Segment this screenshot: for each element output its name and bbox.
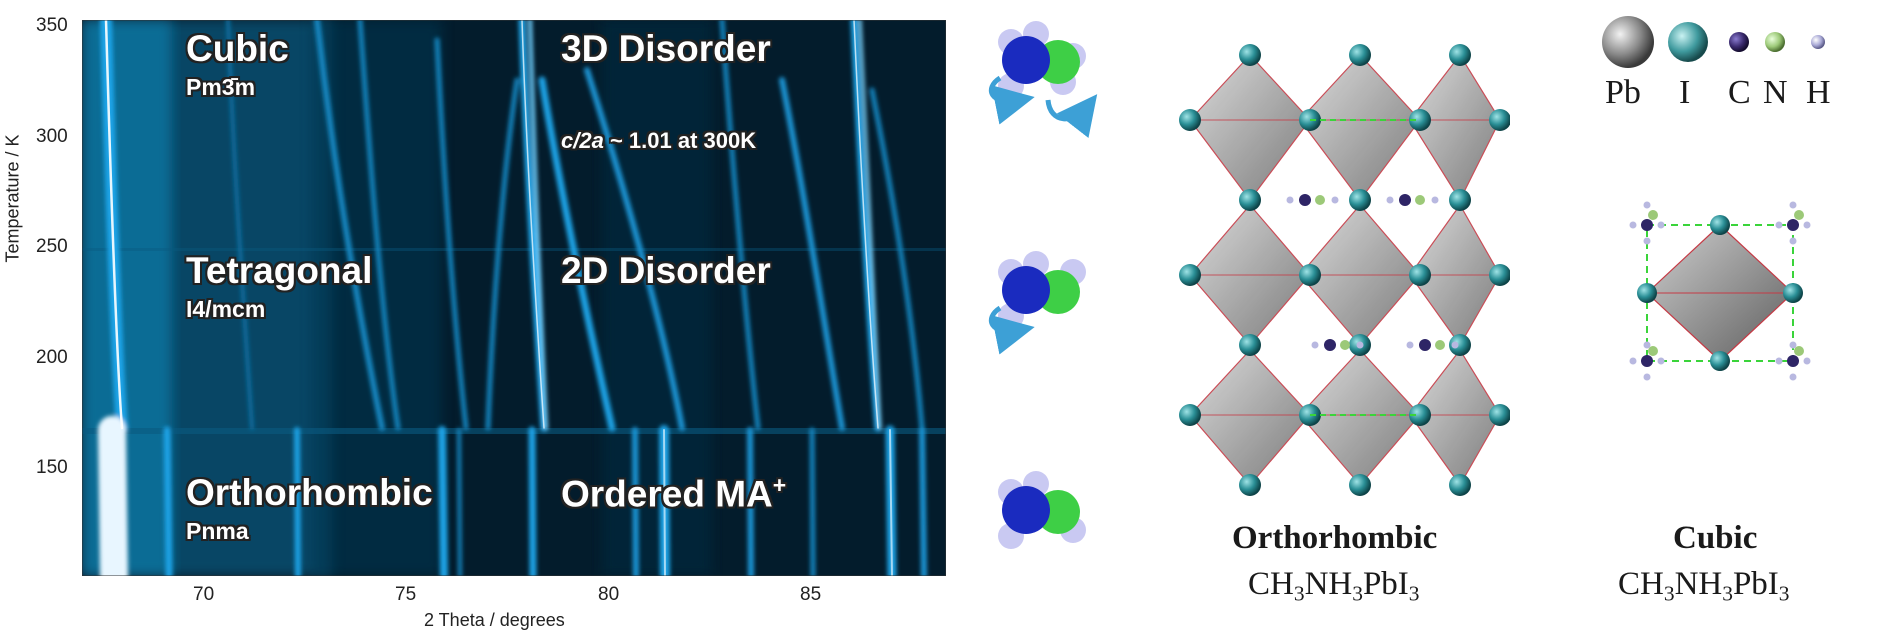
disorder-2d-label: 2D Disorder [561,250,771,291]
phase-tetragonal-label: Tetragonal [186,250,373,291]
y-tick-350: 350 [36,15,68,36]
diffraction-heatmap [82,20,946,576]
ratio-rest: ~ 1.01 at 300K [603,128,757,153]
legend-n-label: N [1763,74,1788,111]
disorder-3d-label: 3D Disorder [561,28,771,69]
orthorhombic-structure [1179,44,1510,496]
x-tick-70: 70 [193,584,215,605]
element-legend-spheres [1602,16,1825,68]
y-tick-250: 250 [36,236,68,257]
legend-pb-label: Pb [1605,74,1641,111]
cubic-structure [1629,201,1811,381]
ma-cation-2d-disorder [988,251,1086,355]
cubic-formula: CH3NH3PbI3 [1618,566,1790,606]
ma-cation-3d-disorder [988,21,1098,139]
legend-n-sphere [1765,32,1785,52]
y-tick-300: 300 [36,126,68,147]
x-tick-80: 80 [598,584,620,605]
orthorhombic-formula: CH3NH3PbI3 [1248,566,1420,606]
legend-i-label: I [1679,74,1691,111]
phase-orthorhombic-space-group: Pnma [186,518,249,544]
legend-h-label: H [1806,74,1831,111]
x-axis-title: 2 Theta / degrees [424,610,565,630]
legend-c-sphere [1729,32,1749,52]
ordered-ma-label: Ordered MA+ [561,472,786,515]
legend-c-label: C [1728,74,1751,111]
phase-tetragonal-space-group: I4/mcm [186,296,266,322]
phase-cubic-space-group: Pm3̄m [186,74,256,100]
x-tick-85: 85 [800,584,822,605]
legend-h-sphere [1811,35,1825,49]
ratio-note: c/2a ~ 1.01 at 300K [561,128,756,154]
phase-orthorhombic-label: Orthorhombic [186,472,433,513]
y-tick-200: 200 [36,347,68,368]
y-axis-title: Temperature / K [2,134,23,263]
legend-pb-sphere [1602,16,1654,68]
orthorhombic-title: Orthorhombic [1232,520,1438,556]
ratio-var: c/2a [561,128,604,153]
phase-cubic-label: Cubic [186,28,289,69]
cubic-ma-corners [1629,201,1811,381]
cubic-title: Cubic [1673,520,1758,556]
y-tick-150: 150 [36,457,68,478]
x-tick-75: 75 [395,584,417,605]
legend-i-sphere [1668,22,1708,62]
ma-cation-icons [988,21,1098,549]
ordered-ma-text: Ordered MA [561,473,773,515]
ma-cation-ordered [998,471,1086,549]
ordered-ma-charge: + [772,472,787,498]
